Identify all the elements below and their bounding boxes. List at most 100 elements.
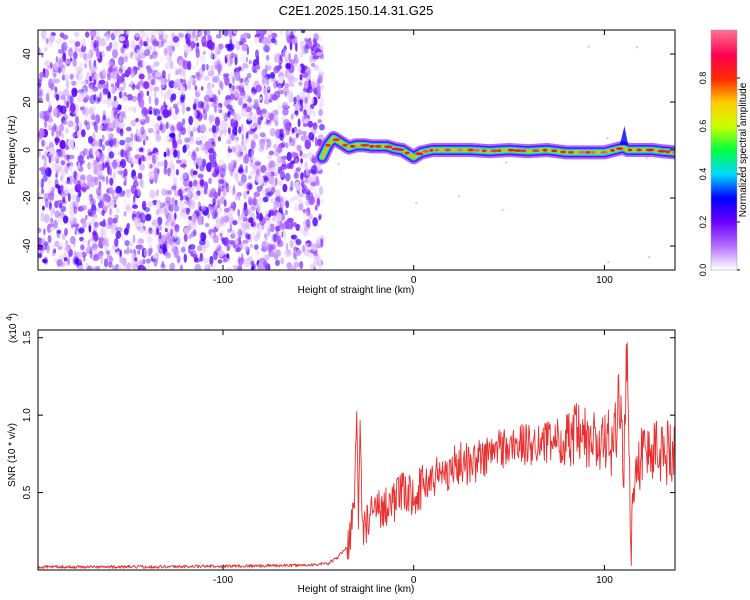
noise-blob xyxy=(260,248,267,253)
noise-blob xyxy=(38,135,41,140)
noise-blob xyxy=(217,259,223,264)
noise-blob xyxy=(156,227,160,236)
noise-blob xyxy=(240,37,247,44)
noise-blob xyxy=(264,92,269,101)
colorbar-tick-label: 0.2 xyxy=(698,216,708,229)
noise-blob xyxy=(140,154,145,161)
noise-blob xyxy=(252,226,257,231)
colorbar-band xyxy=(711,62,737,65)
noise-blob xyxy=(85,31,90,38)
noise-blob xyxy=(152,51,158,55)
snr-series-line xyxy=(38,342,675,569)
noise-blob xyxy=(104,140,111,147)
noise-blob xyxy=(217,218,224,223)
noise-blob xyxy=(102,114,107,121)
noise-blob xyxy=(264,224,271,231)
noise-blob xyxy=(310,81,316,90)
noise-blob xyxy=(219,232,223,238)
noise-blob xyxy=(235,40,240,47)
noise-blob xyxy=(145,136,149,141)
noise-blob xyxy=(294,110,299,115)
noise-blob xyxy=(38,79,42,86)
noise-blob xyxy=(215,74,220,84)
noise-blob xyxy=(85,120,91,131)
noise-blob xyxy=(246,137,251,142)
noise-blob xyxy=(310,62,316,68)
noise-blob xyxy=(305,218,311,228)
noise-blob xyxy=(141,107,148,117)
noise-blob xyxy=(174,199,178,206)
noise-blob xyxy=(227,228,232,233)
noise-blob xyxy=(93,164,99,175)
noise-blob xyxy=(237,264,241,270)
colorbar-ticks: 0.0 0.2 0.4 0.6 0.8 xyxy=(698,72,740,276)
noise-blob xyxy=(86,94,90,101)
noise-blob xyxy=(236,151,244,157)
noise-blob xyxy=(208,177,212,185)
noise-blob xyxy=(301,177,305,187)
noise-blob xyxy=(62,196,66,203)
noise-blob xyxy=(185,33,189,43)
noise-blob xyxy=(192,114,197,122)
noise-blob xyxy=(111,40,119,50)
noise-blob xyxy=(252,196,257,207)
noise-blob xyxy=(223,215,229,223)
noise-blob xyxy=(100,200,105,208)
noise-blob xyxy=(232,265,238,270)
noise-blob xyxy=(82,239,87,244)
noise-blob xyxy=(147,201,154,208)
noise-blob xyxy=(92,198,96,206)
noise-blob xyxy=(226,182,230,193)
noise-blob xyxy=(102,227,108,238)
noise-blob xyxy=(262,76,266,86)
noise-blob xyxy=(233,161,237,169)
noise-blob xyxy=(203,100,207,108)
noise-blob xyxy=(168,80,176,89)
noise-blob xyxy=(73,238,76,248)
noise-blob xyxy=(156,129,160,135)
noise-blob xyxy=(241,126,248,135)
heatmap-x-ticks: -100 0 100 xyxy=(213,30,613,286)
noise-blob xyxy=(98,241,104,249)
noise-blob xyxy=(307,248,314,254)
noise-blob xyxy=(256,204,261,213)
noise-blob xyxy=(169,262,175,270)
noise-blob xyxy=(319,198,324,205)
noise-blob xyxy=(78,227,85,234)
noise-blob xyxy=(112,111,119,120)
noise-blob xyxy=(273,80,278,89)
noise-blob xyxy=(95,47,100,58)
noise-blob xyxy=(300,30,306,34)
noise-blob xyxy=(262,44,270,53)
heatmap-noise-region xyxy=(38,30,651,270)
noise-blob xyxy=(243,94,250,102)
colorbar-band xyxy=(711,248,737,251)
noise-blob xyxy=(278,63,282,70)
noise-blob xyxy=(148,106,153,113)
noise-blob xyxy=(89,147,94,154)
colorbar-band xyxy=(711,44,737,47)
noise-blob xyxy=(181,246,186,253)
noise-blob xyxy=(286,217,294,223)
noise-blob xyxy=(135,244,143,250)
noise-blob xyxy=(284,209,289,216)
noise-blob xyxy=(71,194,77,201)
noise-blob xyxy=(269,113,275,121)
noise-blob xyxy=(171,243,177,253)
noise-blob xyxy=(199,239,206,246)
colorbar-band xyxy=(711,172,737,175)
noise-blob xyxy=(273,143,277,149)
noise-blob xyxy=(236,267,239,270)
noise-blob xyxy=(123,106,127,116)
noise-blob xyxy=(261,68,267,79)
noise-blob xyxy=(284,57,288,62)
colorbar-band xyxy=(711,268,737,271)
noise-blob xyxy=(79,93,84,102)
noise-blob xyxy=(78,72,84,81)
noise-blob xyxy=(139,227,144,234)
noise-blob xyxy=(88,196,92,206)
noise-blob xyxy=(107,136,114,147)
noise-blob xyxy=(153,61,160,67)
noise-blob xyxy=(244,80,250,91)
